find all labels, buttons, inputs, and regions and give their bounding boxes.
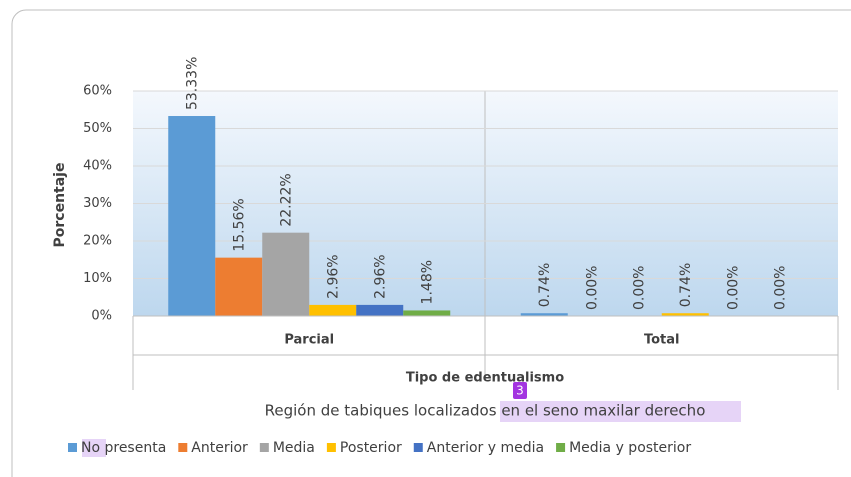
badge-label: 3	[516, 384, 524, 398]
bar	[309, 304, 357, 316]
value-label: 0.74%	[537, 263, 553, 307]
legend-swatch	[413, 443, 423, 452]
legend-label: Media y posterior	[569, 440, 691, 456]
badge	[513, 382, 527, 399]
value-label: 2.96%	[373, 254, 389, 298]
legend-label: Media	[273, 440, 315, 456]
legend-label: Anterior	[191, 440, 248, 456]
legend-swatch	[68, 443, 77, 452]
bar	[168, 116, 216, 316]
x-tick-label: Parcial	[284, 333, 334, 348]
value-label: 2.96%	[326, 254, 342, 298]
legend-label: Posterior	[340, 440, 402, 456]
legend-label: No presenta	[81, 440, 166, 456]
highlight	[500, 401, 741, 422]
highlight	[82, 439, 106, 457]
chart-title: Región de tabiques localizados en el sen…	[265, 402, 706, 420]
bar	[520, 313, 568, 316]
value-label: 15.56%	[232, 198, 248, 251]
y-tick-label: 0%	[91, 309, 112, 324]
value-label: 0.00%	[631, 266, 647, 310]
y-tick-label: 30%	[83, 196, 112, 211]
value-label: 0.00%	[584, 266, 600, 310]
bar	[356, 304, 404, 316]
value-label: 53.33%	[185, 57, 201, 110]
value-label: 0.00%	[772, 266, 788, 310]
legend-swatch	[556, 443, 566, 452]
x-axis-title: Tipo de edentualismo	[406, 371, 564, 386]
bar	[661, 313, 709, 316]
legend-swatch	[178, 443, 188, 452]
y-axis-title: Porcentaje	[52, 163, 68, 248]
y-tick-label: 60%	[83, 84, 112, 99]
value-label: 1.48%	[420, 260, 436, 304]
legend-swatch	[326, 443, 336, 452]
bar	[403, 310, 451, 316]
legend-label: Anterior y media	[427, 440, 544, 456]
y-tick-label: 40%	[83, 159, 112, 174]
bar	[215, 257, 263, 316]
y-tick-label: 50%	[83, 121, 112, 136]
x-tick-label: Total	[644, 333, 680, 348]
value-label: 0.00%	[725, 266, 741, 310]
legend-swatch	[259, 443, 269, 452]
y-tick-label: 10%	[83, 271, 112, 286]
y-tick-label: 20%	[83, 234, 112, 249]
value-label: 0.74%	[678, 263, 694, 307]
value-label: 22.22%	[279, 173, 295, 226]
bar	[262, 232, 310, 316]
